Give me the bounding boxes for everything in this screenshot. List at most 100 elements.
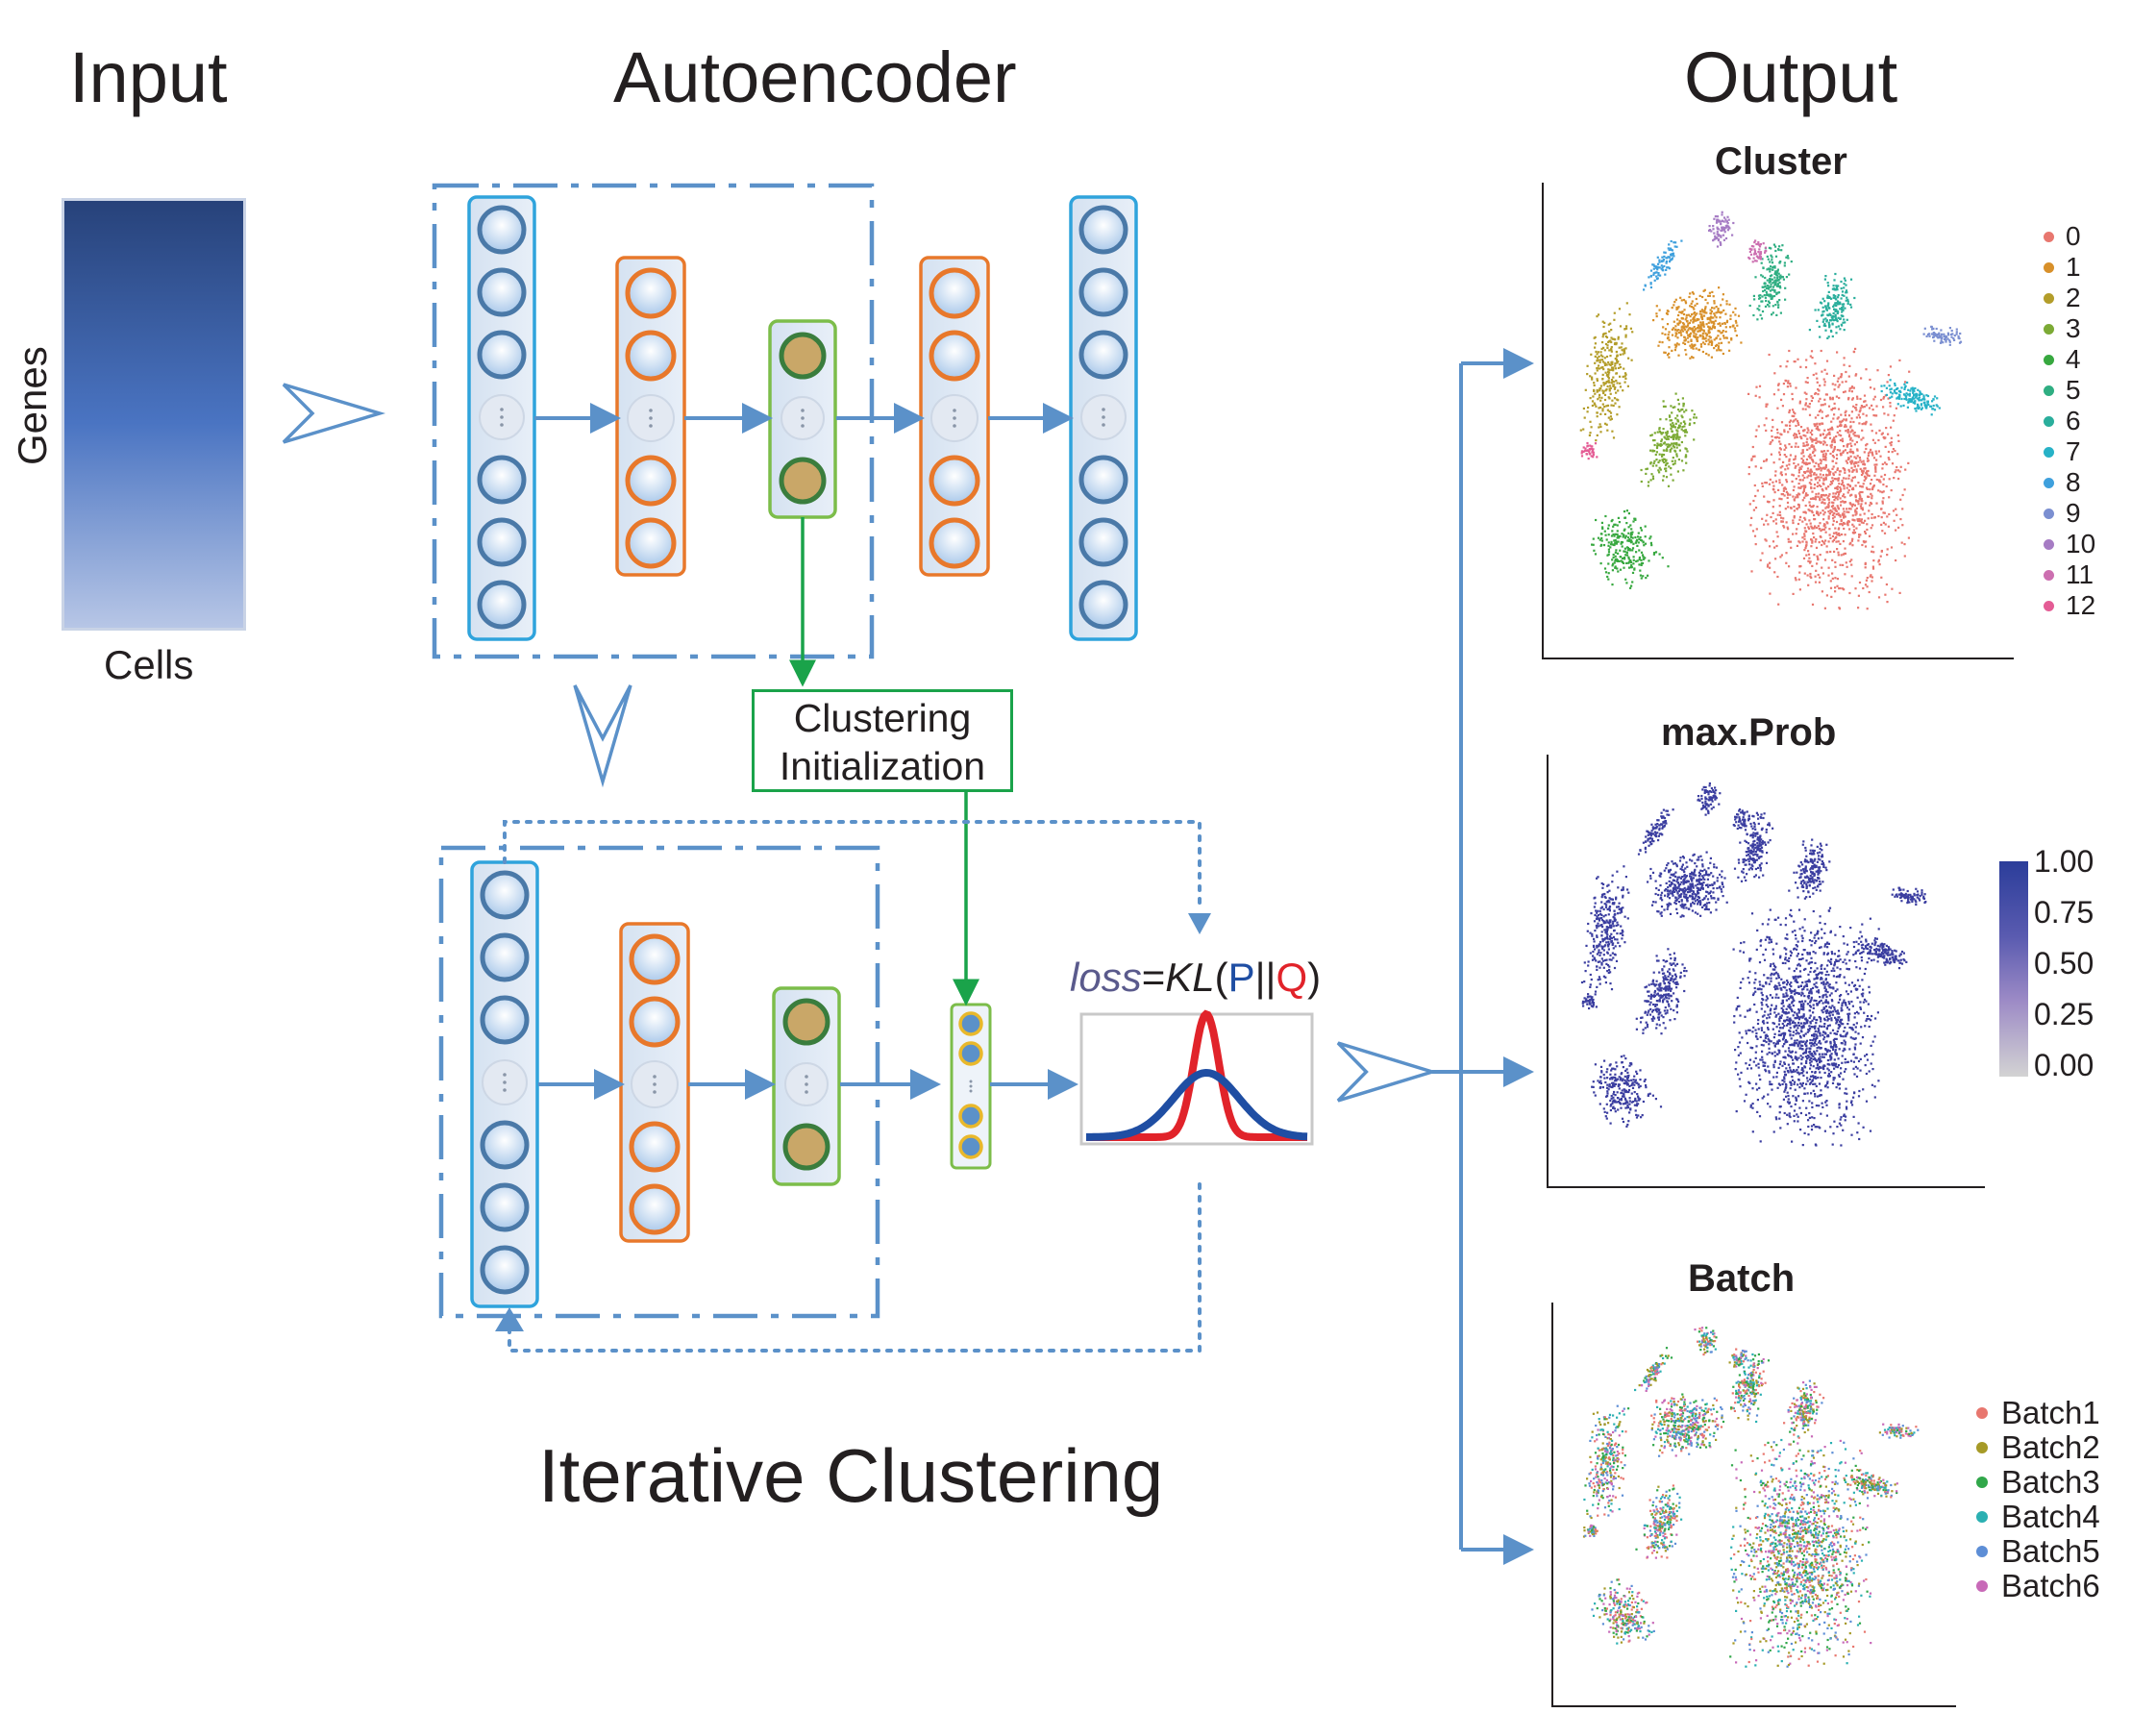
- scatter-point: [1678, 425, 1681, 428]
- scatter-point: [1843, 513, 1846, 516]
- scatter-point: [1627, 566, 1631, 569]
- scatter-point: [1889, 396, 1892, 399]
- scatter-point: [1785, 481, 1789, 484]
- scatter-point: [1846, 452, 1849, 455]
- scatter-point: [1819, 1066, 1822, 1069]
- scatter-point: [1745, 1093, 1747, 1096]
- scatter-point: [1820, 484, 1822, 487]
- scatter-point: [1768, 302, 1772, 305]
- scatter-point: [1799, 1082, 1802, 1085]
- scatter-point: [1889, 391, 1892, 394]
- scatter-point: [1773, 1060, 1776, 1063]
- scatter-point: [1673, 406, 1676, 409]
- scatter-point: [1611, 583, 1614, 586]
- scatter-point: [1824, 1005, 1827, 1007]
- scatter-point: [1831, 450, 1835, 454]
- scatter-point: [1770, 515, 1772, 519]
- scatter-point: [1675, 455, 1678, 458]
- scatter-point: [1693, 308, 1696, 310]
- scatter-point: [1890, 426, 1893, 429]
- scatter-point: [1818, 410, 1821, 413]
- scatter-point: [1809, 1061, 1812, 1064]
- scatter-point: [1629, 559, 1632, 562]
- scatter-point: [1821, 310, 1824, 313]
- scatter-point: [1761, 275, 1764, 278]
- scatter-point: [1864, 519, 1867, 522]
- scatter-point: [1812, 451, 1815, 455]
- scatter-point: [1755, 1031, 1758, 1035]
- scatter-point: [1825, 594, 1828, 597]
- scatter-point: [1740, 1071, 1743, 1074]
- scatter-point: [1882, 478, 1885, 481]
- scatter-point: [1807, 559, 1810, 562]
- scatter-point: [1750, 458, 1753, 460]
- scatter-point: [1703, 342, 1706, 345]
- scatter-point: [1793, 434, 1796, 436]
- scatter-point: [1828, 512, 1831, 515]
- scatter-point: [1819, 459, 1821, 461]
- scatter-point: [1606, 429, 1609, 432]
- scatter-point: [1765, 1004, 1768, 1006]
- scatter-point: [1763, 1014, 1766, 1017]
- scatter-point: [1842, 390, 1846, 394]
- scatter-point: [1793, 1082, 1796, 1085]
- scatter-point: [1762, 289, 1765, 293]
- scatter-point: [1825, 506, 1828, 509]
- scatter-point: [1653, 552, 1656, 555]
- scatter-point: [1807, 1028, 1810, 1031]
- scatter-point: [1782, 278, 1785, 281]
- scatter-point: [1796, 1039, 1798, 1042]
- scatter-point: [1808, 1005, 1812, 1007]
- scatter-point: [1851, 439, 1854, 442]
- scatter-point: [1908, 370, 1911, 373]
- scatter-point: [1607, 544, 1610, 547]
- scatter-point: [1846, 943, 1849, 946]
- scatter-point: [1784, 1011, 1787, 1014]
- scatter-point: [1677, 332, 1680, 335]
- scatter-point: [1617, 570, 1620, 573]
- scatter-point: [1853, 443, 1856, 446]
- scatter-point: [1816, 967, 1819, 970]
- scatter-point: [1802, 1070, 1805, 1073]
- network-node: [477, 580, 527, 630]
- scatter-point: [1871, 404, 1873, 407]
- scatter-point: [1649, 282, 1652, 285]
- scatter-point: [1737, 1073, 1740, 1076]
- scatter-point: [1668, 356, 1671, 359]
- scatter-point: [1781, 1082, 1784, 1085]
- scatter-point: [1765, 982, 1768, 985]
- scatter-point: [1865, 1000, 1868, 1003]
- network-node: [629, 1183, 681, 1235]
- scatter-point: [1854, 959, 1857, 963]
- scatter-point: [1887, 457, 1890, 459]
- scatter-point: [1888, 512, 1891, 516]
- scatter-point: [1754, 507, 1758, 509]
- scatter-point: [1820, 1020, 1822, 1023]
- scatter-point: [1722, 229, 1724, 232]
- scatter-point: [1820, 1047, 1822, 1050]
- scatter-point: [1773, 968, 1776, 971]
- scatter-point: [1835, 535, 1838, 538]
- scatter-point: [1656, 256, 1659, 259]
- scatter-point: [1693, 311, 1696, 314]
- scatter-point: [1865, 1072, 1868, 1076]
- ellipsis-dot: [649, 409, 653, 412]
- scatter-point: [1595, 350, 1598, 353]
- scatter-point: [1623, 328, 1626, 331]
- scatter-point: [1586, 373, 1589, 376]
- scatter-point: [1828, 1050, 1831, 1053]
- scatter-point: [1754, 1051, 1757, 1054]
- scatter-point: [1808, 1082, 1812, 1085]
- scatter-point: [1607, 370, 1610, 373]
- scatter-point: [1843, 588, 1846, 591]
- scatter-point: [1686, 319, 1689, 322]
- scatter-point: [1852, 405, 1855, 408]
- scatter-point: [1815, 372, 1818, 375]
- scatter-point: [1801, 953, 1804, 956]
- scatter-point: [1747, 256, 1750, 260]
- scatter-point: [1824, 466, 1827, 469]
- scatter-point: [1603, 398, 1607, 402]
- scatter-point: [1839, 486, 1842, 489]
- iterative-input-layer: [470, 860, 539, 1308]
- scatter-point: [1865, 486, 1869, 489]
